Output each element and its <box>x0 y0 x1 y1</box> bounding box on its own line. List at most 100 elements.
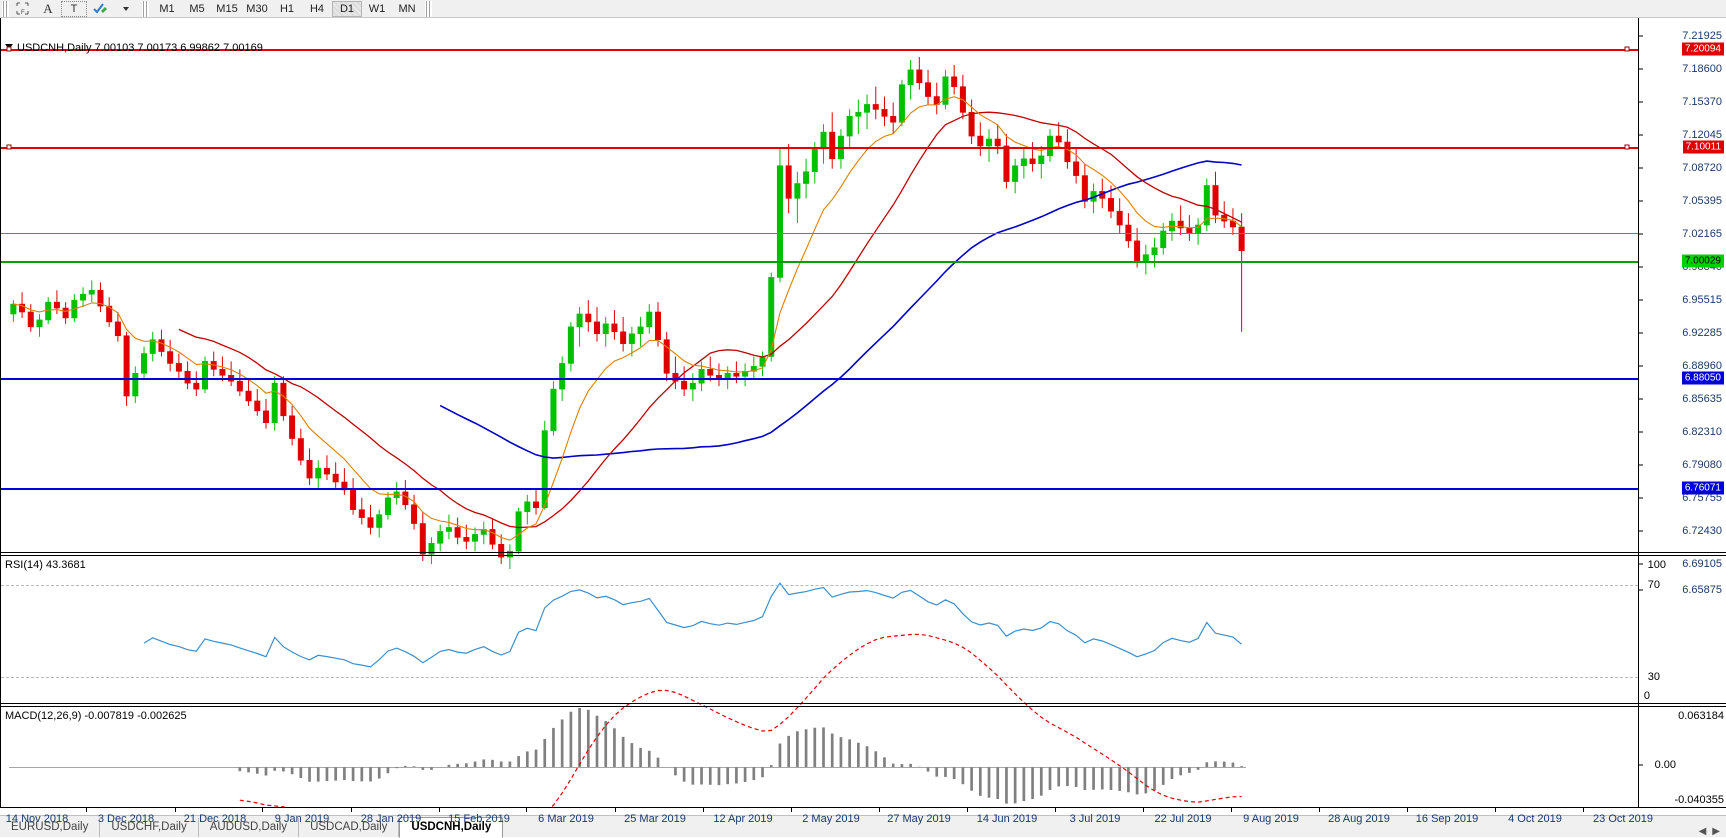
price-line-orange[interactable] <box>1 233 1638 234</box>
price-tick-label: 6.79080 <box>1682 459 1722 471</box>
timeframe-m15[interactable]: M15 <box>216 2 238 15</box>
price-line-7_10011[interactable] <box>1 147 1638 149</box>
price-tick-label: 7.05395 <box>1682 195 1722 207</box>
time-tick-label: 14 Nov 2018 <box>5 813 69 825</box>
time-tick <box>439 807 440 812</box>
price-tick-label: 6.82310 <box>1682 426 1722 438</box>
timeframe-m30[interactable]: M30 <box>246 2 268 15</box>
grip-icon[interactable] <box>2 0 9 17</box>
tab-usdcad-daily[interactable]: USDCAD,Daily <box>299 818 400 837</box>
rsi-level-70-label: 70 <box>1647 579 1660 591</box>
time-tick <box>1583 807 1584 812</box>
price-tick-label: 6.75755 <box>1682 492 1722 504</box>
price-line-6_76071[interactable] <box>1 488 1638 490</box>
price-tick-label: 6.72430 <box>1682 525 1722 537</box>
price-line-7_20094[interactable] <box>1 49 1638 51</box>
rsi-level-100-label: 100 <box>1647 559 1666 571</box>
price-tick-label: 7.08720 <box>1682 162 1722 174</box>
tab-nav-right-icon[interactable]: ▶ <box>1712 826 1720 837</box>
tab-nav-left-icon[interactable]: ◀ <box>1698 826 1707 837</box>
time-tick <box>1231 807 1232 812</box>
timeframe-d1[interactable]: D1 <box>332 0 362 17</box>
time-tick <box>615 807 616 812</box>
price-tick-label: 6.88960 <box>1682 360 1722 372</box>
price-tag-7_20094[interactable]: 7.20094 <box>1681 42 1724 56</box>
chart-frame[interactable]: USDCNH,Daily 7.00103 7.00173 6.99862 7.0… <box>0 18 1726 825</box>
label-tool-icon[interactable]: T <box>61 0 87 17</box>
timeframe-mn[interactable]: MN <box>398 2 416 15</box>
time-tick-label: 4 Oct 2019 <box>1508 813 1562 825</box>
candlestick-series <box>10 57 1245 569</box>
price-line-7_00029[interactable] <box>1 261 1638 263</box>
tab-usdchf-daily[interactable]: USDCHF,Daily <box>100 818 199 837</box>
panel-separator-rsi-macd <box>1 703 1726 704</box>
time-tick <box>262 807 263 812</box>
time-tick <box>791 807 792 812</box>
time-tick-label: 6 Mar 2019 <box>538 813 594 825</box>
price-tick-label: 7.12045 <box>1682 129 1722 141</box>
price-tick-label: 6.95515 <box>1682 294 1722 306</box>
ma-50-line <box>439 160 1242 459</box>
price-axis[interactable]: 7.21925 7.18600 7.15370 7.12045 7.08720 … <box>1638 18 1726 807</box>
tab-audusd-daily[interactable]: AUDUSD,Daily <box>199 818 300 837</box>
toolbar-separator <box>142 0 149 17</box>
time-tick-label: 28 Jan 2019 <box>360 813 422 825</box>
time-tick-label: 23 Oct 2019 <box>1593 813 1653 825</box>
time-tick-label: 15 Feb 2019 <box>448 813 510 825</box>
panel-separator-price-rsi <box>1 552 1726 553</box>
rsi-level-0-label: 0 <box>1643 690 1650 702</box>
tab-eurusd-daily[interactable]: EURUSD,Daily <box>0 818 101 837</box>
timeframe-h1[interactable]: H1 <box>279 2 295 15</box>
draw-tool-icon[interactable] <box>87 1 113 17</box>
price-tick-label: 7.21925 <box>1682 30 1722 42</box>
text-tool-icon[interactable]: A <box>43 0 53 16</box>
price-tag-7_00029[interactable]: 7.00029 <box>1681 254 1724 268</box>
time-tick <box>1319 807 1320 812</box>
chart-tabs-bar[interactable]: EURUSD,Daily USDCHF,Daily AUDUSD,Daily U… <box>0 815 1726 838</box>
macd-level-bottom-label: -0.040355 <box>1674 794 1724 806</box>
tab-usdcnh-daily[interactable]: USDCNH,Daily <box>399 817 504 838</box>
rsi-level-70-line <box>1 585 1638 586</box>
time-tick-label: 9 Jan 2019 <box>274 813 330 825</box>
tab-navigation[interactable]: ◀ ▶ <box>1699 826 1726 837</box>
panel-separator-rsi-macd-2 <box>1 706 1726 707</box>
price-tag-6_76071[interactable]: 6.76071 <box>1681 481 1724 495</box>
timeframe-w1[interactable]: W1 <box>368 2 386 15</box>
time-tick <box>879 807 880 812</box>
time-tick <box>175 807 176 812</box>
price-tick-label: 6.85635 <box>1682 393 1722 405</box>
macd-level-zero-label: 0.00 <box>1654 759 1676 771</box>
macd-level-top-label: 0.063184 <box>1678 710 1724 722</box>
timeframe-m5[interactable]: M5 <box>189 2 205 15</box>
time-tick-label: 2 May 2019 <box>802 813 860 825</box>
time-tick-label: 3 Jul 2019 <box>1069 813 1121 825</box>
panel-separator-price-rsi-2 <box>1 555 1726 556</box>
svg-text:F: F <box>21 10 25 15</box>
timeframe-h4[interactable]: H4 <box>309 2 325 15</box>
time-tick-label: 3 Dec 2018 <box>97 813 155 825</box>
time-tick <box>1055 807 1056 812</box>
price-line-anchor-4[interactable] <box>6 144 12 150</box>
chart-canvas[interactable] <box>1 18 1638 807</box>
chart-symbol-header: USDCNH,Daily 7.00103 7.00173 6.99862 7.0… <box>17 42 263 54</box>
ma-20-line <box>178 111 1242 529</box>
macd-histogram <box>238 708 1243 804</box>
price-tag-7_10011[interactable]: 7.10011 <box>1682 140 1724 154</box>
price-tick-label: 7.18600 <box>1682 63 1722 75</box>
time-tick-label: 27 May 2019 <box>887 813 951 825</box>
chevron-down-icon[interactable] <box>113 1 139 17</box>
time-tick <box>703 807 704 812</box>
price-line-anchor-2[interactable] <box>1624 144 1630 150</box>
price-tag-6_88050[interactable]: 6.88050 <box>1681 371 1724 385</box>
price-line-anchor-1[interactable] <box>1624 46 1630 52</box>
toolbar-separator-2 <box>425 0 432 17</box>
price-line-anchor-3[interactable] <box>6 46 12 52</box>
chart-plot-area[interactable] <box>1 18 1638 807</box>
price-tick-label: 6.69105 <box>1682 558 1722 570</box>
timeframe-m1[interactable]: M1 <box>159 2 175 15</box>
crosshair-icon[interactable]: F <box>9 1 35 17</box>
main-toolbar: F A T M1 M5 M15 M30 H1 H4 D1 W1 MN <box>0 0 1726 18</box>
rsi-level-30-line <box>1 677 1638 678</box>
price-line-6_88050[interactable] <box>1 378 1638 380</box>
time-tick <box>86 807 87 812</box>
